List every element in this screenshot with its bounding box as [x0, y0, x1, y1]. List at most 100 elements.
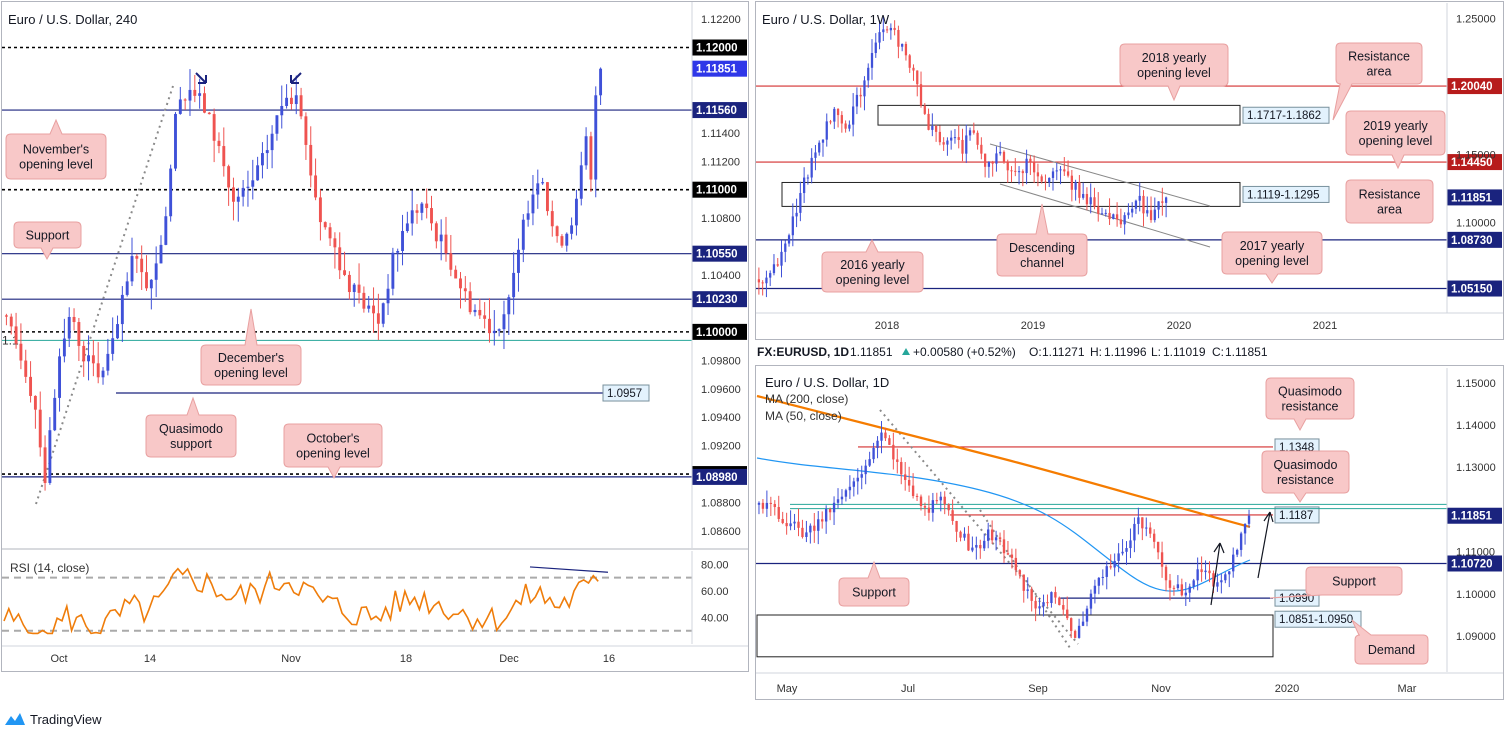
candle-body	[1113, 560, 1116, 568]
weekly-descending-channel-text: channel	[1020, 256, 1064, 270]
daily-header-o-key: O:	[1029, 345, 1042, 359]
daily-quasimodo-resistance-2-text: resistance	[1277, 473, 1334, 487]
candle-body	[1212, 573, 1215, 587]
h4-time-tick-label: 18	[400, 653, 412, 665]
candle-body	[963, 533, 966, 538]
candles	[4, 67, 603, 491]
candle-body	[994, 537, 998, 541]
candle-body	[1055, 170, 1058, 172]
h4-december-opening-callout	[200, 308, 302, 386]
candle-body	[1058, 597, 1061, 606]
candle-body	[550, 211, 554, 227]
h4-level-9-price-box	[692, 468, 747, 485]
candle-body	[772, 264, 776, 274]
candle-body	[1131, 208, 1134, 213]
candle-body	[362, 292, 366, 309]
weekly-channel-lower	[999, 183, 1211, 248]
candle-body	[77, 322, 81, 346]
candle-body	[1157, 201, 1160, 210]
candle-body	[987, 529, 990, 541]
candle-body	[1062, 605, 1065, 610]
candle-body	[1115, 214, 1119, 220]
candle-body	[599, 68, 603, 96]
candle-body	[222, 146, 226, 167]
candle-body	[29, 376, 33, 396]
candle-body	[967, 533, 970, 551]
candle-body	[1089, 197, 1092, 205]
weekly-resistance-area-2-callout	[1345, 179, 1434, 224]
candle-body	[1021, 171, 1024, 174]
price-tick-label: 1.11200	[701, 156, 740, 168]
weekly-time-tick-label: 2020	[1167, 320, 1191, 332]
candle-body	[169, 168, 173, 217]
candle-body	[1010, 554, 1014, 558]
candle-body	[991, 161, 994, 164]
candle-body	[1025, 158, 1028, 174]
candle-body	[91, 355, 95, 364]
candle-body	[574, 198, 578, 226]
h4-level-2-price-label: 1.11560	[696, 105, 737, 117]
h4-level-1-price-box	[692, 60, 747, 77]
h4-support-text: Support	[26, 229, 70, 243]
candle-body	[236, 196, 240, 202]
candle-body	[1168, 580, 1172, 588]
candle-body	[130, 256, 134, 282]
candle-body	[203, 93, 206, 113]
weekly-time-tick-label: 2018	[875, 320, 899, 332]
candle-body	[154, 263, 158, 280]
candle-body	[1089, 593, 1093, 609]
weekly-2016-opening-text: 2016 yearly	[840, 258, 905, 272]
daily-ma50-line	[756, 457, 1251, 592]
candle-body	[1160, 552, 1164, 567]
candle-body	[1002, 539, 1006, 554]
candle-body	[415, 210, 419, 213]
candle-body	[1146, 210, 1149, 214]
candle-body	[149, 279, 153, 289]
candles	[757, 421, 1251, 639]
candle-body	[14, 326, 18, 344]
price-tick-label: 1.09400	[701, 412, 741, 424]
candle-body	[864, 465, 867, 475]
daily-demand-zone-tag-label: 1.0851-1.0950	[1279, 614, 1353, 626]
weekly-level-3-price-label: 1.08730	[1451, 235, 1493, 247]
candle-body	[541, 182, 545, 184]
candle-body	[1085, 608, 1089, 622]
candle-body	[1224, 574, 1227, 581]
candle-body	[376, 313, 380, 324]
candle-body	[769, 502, 773, 504]
candle-body	[1018, 570, 1021, 575]
candle-body	[1153, 209, 1156, 221]
candle-body	[919, 84, 923, 106]
candle-body	[227, 166, 231, 188]
candle-body	[821, 519, 824, 522]
candle-body	[1164, 197, 1168, 203]
candle-body	[919, 496, 923, 507]
weekly-level-2-price-box	[1447, 189, 1502, 206]
daily-header-o: 1.11271	[1042, 345, 1085, 359]
candle-body	[998, 537, 1002, 540]
weekly-zone-1-tag	[1242, 106, 1330, 124]
candle-body	[938, 131, 942, 143]
candle-body	[72, 316, 76, 323]
candle-body	[1069, 618, 1073, 631]
weekly-level-0-price-box	[1447, 78, 1502, 95]
h4-level-1-price-label: 1.11851	[696, 64, 738, 76]
weekly-2019-opening-callout	[1345, 110, 1446, 170]
candle-body	[1101, 576, 1104, 578]
candle-body	[1235, 549, 1239, 555]
daily-level-3-price-box	[1447, 555, 1502, 572]
candle-body	[882, 29, 885, 33]
candle-body	[87, 355, 90, 362]
candle-body	[565, 233, 569, 246]
h4-quasimodo-support-text: support	[170, 437, 212, 451]
weekly-2019-opening-text: opening level	[1359, 134, 1433, 148]
candle-body	[935, 500, 939, 502]
weekly-time-tick-label: 2019	[1021, 320, 1045, 332]
candle-body	[1093, 585, 1097, 594]
daily-time-tick-label: May	[777, 683, 798, 695]
candle-body	[1123, 215, 1126, 225]
candle-body	[844, 123, 847, 129]
candle-body	[289, 97, 293, 105]
weekly-2018-opening-text: opening level	[1137, 66, 1211, 80]
candle-body	[1156, 541, 1160, 553]
